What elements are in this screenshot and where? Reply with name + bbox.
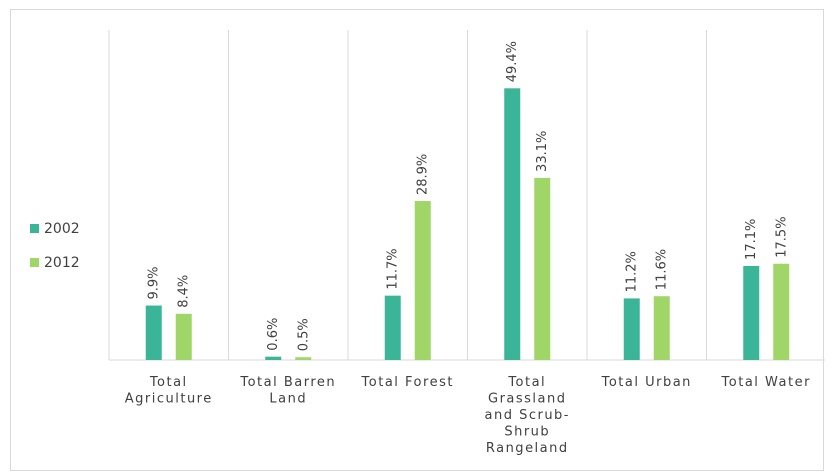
bar-2002-1 [265, 356, 282, 360]
data-label: 17.1% [744, 219, 759, 260]
data-label: 0.5% [296, 318, 311, 351]
category-label: Total Urban [601, 375, 692, 390]
bar-2012-3 [534, 177, 551, 360]
legend-label-2002: 2002 [44, 221, 80, 237]
category-label: Total Agriculture [125, 375, 213, 407]
bar-2002-4 [623, 298, 640, 360]
category-labels-layer: Total Agriculture Total Barren Land Total Fo… [125, 375, 811, 456]
data-label: 49.4% [505, 41, 520, 82]
bar-chart: 9.9% 0.6% 11.7% 49.4% 11.2% 17.1% 8.4% 0.5% 28.9… [30, 30, 825, 456]
data-label: 11.7% [386, 248, 401, 289]
data-label: 11.2% [625, 251, 640, 292]
data-label: 0.6% [266, 318, 281, 351]
bar-2012-2 [414, 201, 431, 360]
data-label: 8.4% [177, 275, 192, 308]
chart-frame: 9.9% 0.6% 11.7% 49.4% 11.2% 17.1% 8.4% 0.5% 28.9… [10, 9, 825, 471]
legend-label-2012: 2012 [44, 255, 80, 271]
data-labels-layer: 9.9% 0.6% 11.7% 49.4% 11.2% 17.1% 8.4% 0.5% 28.9… [147, 41, 790, 351]
bar-2012-4 [653, 296, 670, 360]
data-label: 17.5% [774, 216, 789, 257]
bar-2012-0 [175, 313, 192, 360]
bar-2002-5 [743, 265, 760, 360]
legend: 2002 2012 [30, 221, 80, 271]
data-label: 33.1% [535, 131, 550, 172]
bar-2012-5 [773, 263, 790, 360]
category-label: Total Water [721, 375, 811, 390]
category-label: Total Grassland and Scrub-Shrub Rangeland [484, 375, 570, 456]
bar-2002-3 [504, 88, 521, 361]
legend-swatch-2012 [30, 258, 39, 267]
bar-2002-2 [384, 295, 401, 360]
bar-2002-0 [145, 305, 162, 360]
bar-2012-1 [295, 357, 312, 360]
data-label: 28.9% [416, 154, 431, 195]
grid-layer [108, 30, 825, 361]
data-label: 11.6% [655, 249, 670, 290]
category-label: Total Forest [361, 375, 454, 390]
bars-layer [145, 88, 790, 361]
data-label: 9.9% [147, 267, 162, 300]
category-label: Total Barren Land [239, 375, 336, 407]
legend-swatch-2002 [30, 224, 39, 233]
